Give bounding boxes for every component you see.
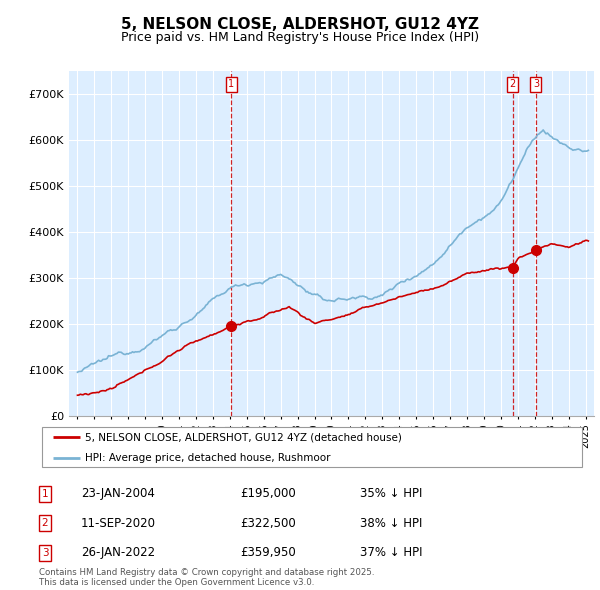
Text: Contains HM Land Registry data © Crown copyright and database right 2025.
This d: Contains HM Land Registry data © Crown c… <box>39 568 374 587</box>
Text: Price paid vs. HM Land Registry's House Price Index (HPI): Price paid vs. HM Land Registry's House … <box>121 31 479 44</box>
Text: HPI: Average price, detached house, Rushmoor: HPI: Average price, detached house, Rush… <box>85 453 331 463</box>
Text: 11-SEP-2020: 11-SEP-2020 <box>81 517 156 530</box>
Text: 23-JAN-2004: 23-JAN-2004 <box>81 487 155 500</box>
Text: 1: 1 <box>228 80 234 90</box>
Text: £322,500: £322,500 <box>240 517 296 530</box>
Text: 38% ↓ HPI: 38% ↓ HPI <box>360 517 422 530</box>
Text: £195,000: £195,000 <box>240 487 296 500</box>
Text: 5, NELSON CLOSE, ALDERSHOT, GU12 4YZ: 5, NELSON CLOSE, ALDERSHOT, GU12 4YZ <box>121 17 479 31</box>
Text: 26-JAN-2022: 26-JAN-2022 <box>81 546 155 559</box>
Text: £359,950: £359,950 <box>240 546 296 559</box>
Text: 5, NELSON CLOSE, ALDERSHOT, GU12 4YZ (detached house): 5, NELSON CLOSE, ALDERSHOT, GU12 4YZ (de… <box>85 432 402 442</box>
Text: 3: 3 <box>41 548 49 558</box>
Text: 3: 3 <box>533 80 539 90</box>
Text: 2: 2 <box>509 80 516 90</box>
Text: 1: 1 <box>41 489 49 499</box>
FancyBboxPatch shape <box>42 427 582 467</box>
Text: 37% ↓ HPI: 37% ↓ HPI <box>360 546 422 559</box>
Text: 35% ↓ HPI: 35% ↓ HPI <box>360 487 422 500</box>
Text: 2: 2 <box>41 519 49 528</box>
